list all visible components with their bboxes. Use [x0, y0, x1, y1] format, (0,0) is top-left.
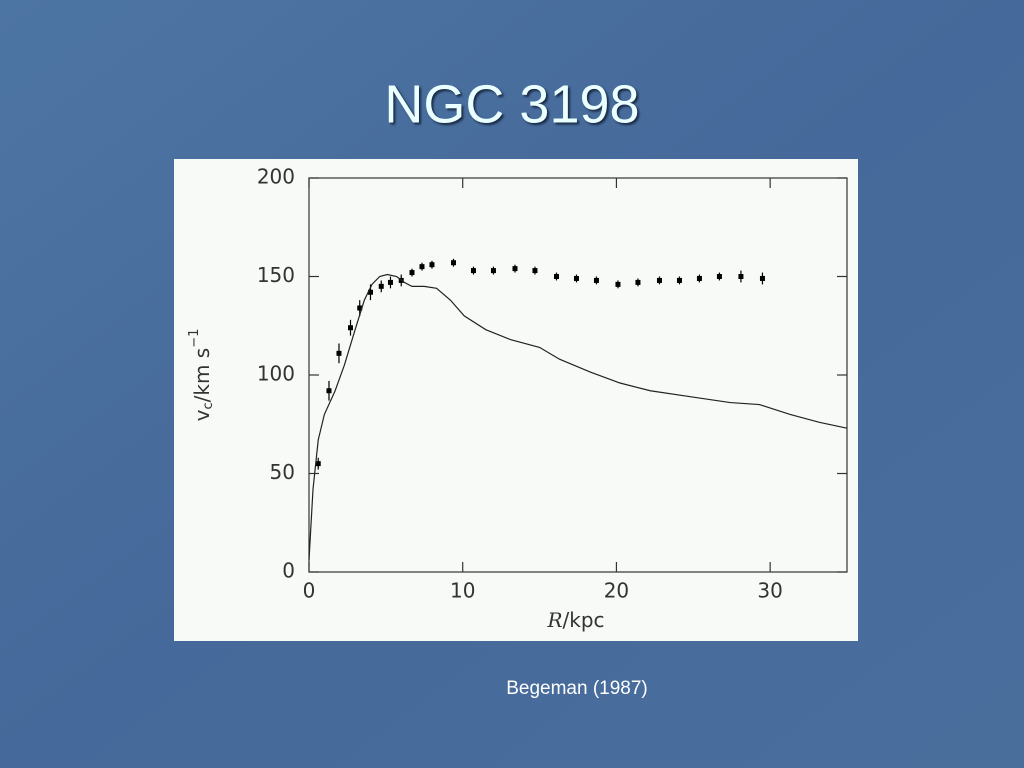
x-axis-symbol: R [546, 608, 562, 632]
data-point [378, 283, 384, 289]
y-tick-label: 50 [270, 460, 295, 484]
data-point [615, 281, 621, 287]
data-point [532, 268, 538, 274]
data-point [367, 289, 373, 295]
x-tick-label: 30 [757, 579, 782, 603]
data-point [409, 270, 415, 276]
model-curve [308, 273, 848, 561]
data-point [336, 350, 342, 356]
x-axis-label: R/kpc [546, 608, 604, 632]
y-tick-label: 150 [257, 263, 295, 287]
data-point [553, 274, 559, 279]
data-point [696, 275, 702, 281]
data-point [315, 461, 321, 467]
data-point [348, 325, 354, 331]
x-axis-unit: /kpc [563, 608, 605, 632]
y-axis-symbol: v [190, 409, 214, 421]
y-tick-label: 200 [257, 165, 295, 189]
data-point [470, 268, 476, 274]
data-point [738, 274, 744, 279]
data-point [357, 305, 363, 311]
slide-title: NGC 3198 [384, 74, 639, 134]
data-point [716, 274, 722, 279]
data-point [387, 279, 393, 285]
y-axis-unit: /km s [190, 348, 214, 403]
y-axis-subscript: c [201, 402, 216, 409]
data-point [676, 277, 682, 283]
data-point [593, 277, 599, 283]
data-point [512, 266, 518, 272]
data-point [429, 262, 435, 268]
data-point [573, 275, 579, 281]
data-point [759, 275, 765, 281]
y-axis-label: vc/km s−1 [187, 329, 216, 422]
y-tick-label: 0 [282, 559, 295, 583]
plot: 0 10 20 30 0 50 100 150 200 R/kpc vc/km s−1 [187, 165, 848, 632]
data-point [490, 268, 496, 274]
data-point [450, 260, 456, 266]
chart-panel [174, 159, 858, 641]
data-point [635, 279, 641, 285]
x-tick-label: 0 [303, 579, 316, 603]
data-point [326, 388, 332, 394]
y-tick-label: 100 [257, 362, 295, 386]
data-point [656, 277, 662, 283]
data-point [419, 264, 425, 270]
x-tick-label: 20 [604, 579, 629, 603]
x-tick-label: 10 [450, 579, 475, 603]
y-axis-superscript: −1 [187, 329, 202, 348]
source-note: Begeman (1987) [506, 678, 648, 699]
